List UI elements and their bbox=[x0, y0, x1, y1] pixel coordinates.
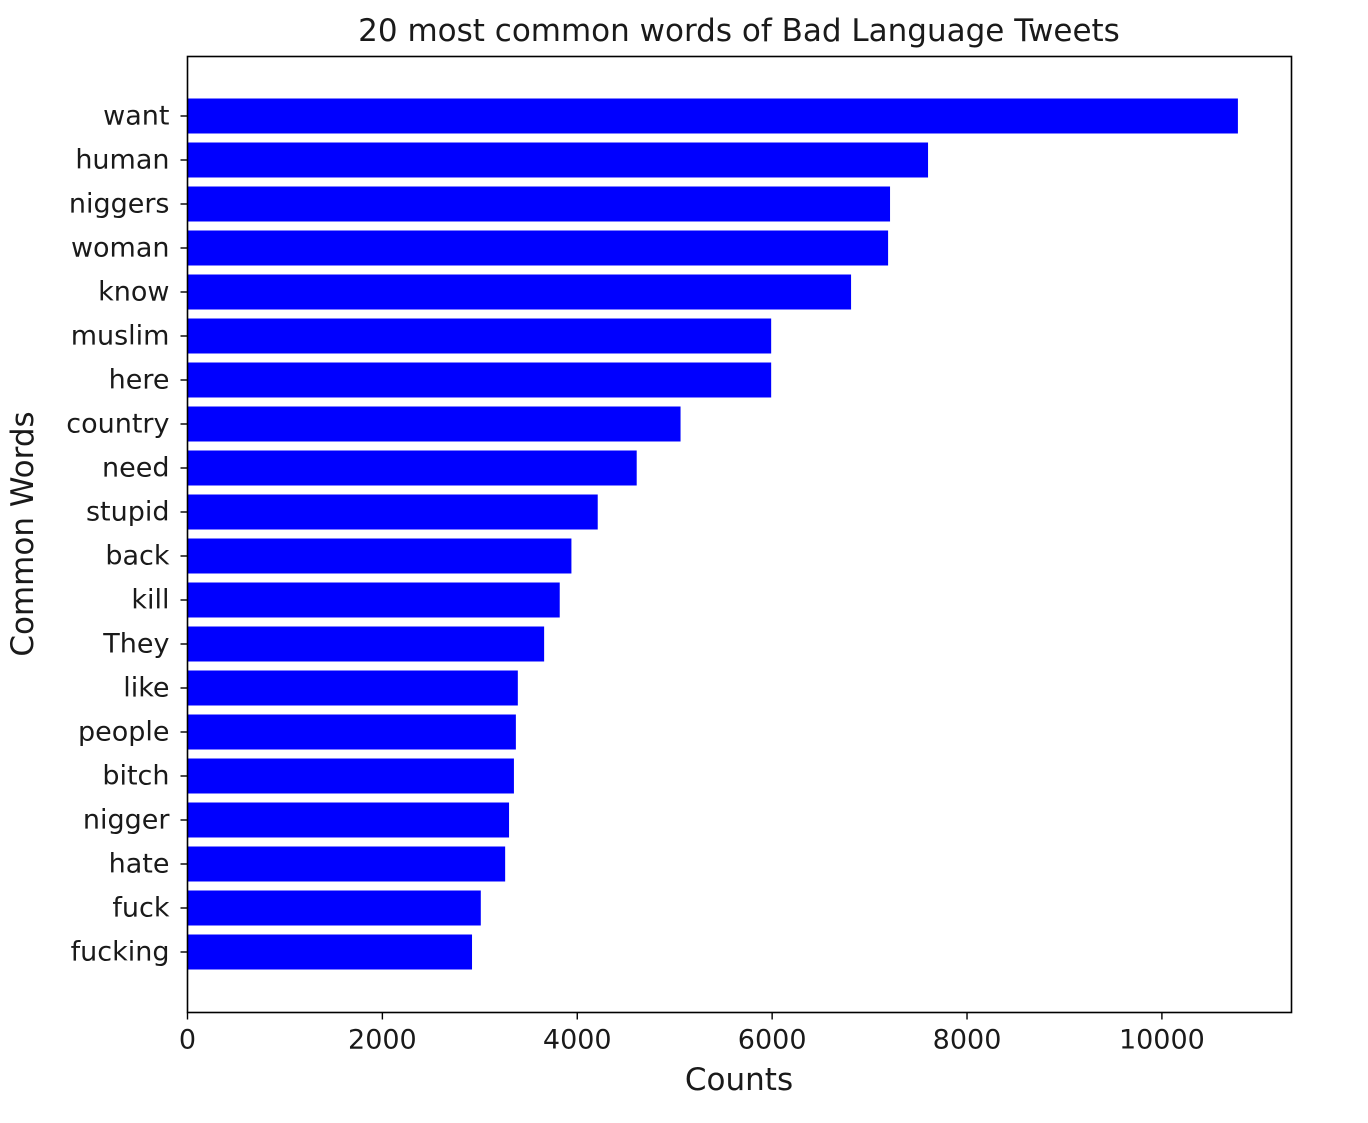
bar-want bbox=[187, 98, 1238, 134]
bar-country bbox=[187, 406, 681, 442]
x-axis-label: Counts bbox=[685, 1062, 793, 1098]
x-tick-label: 2000 bbox=[348, 1025, 417, 1056]
x-tick-label: 10000 bbox=[1119, 1025, 1205, 1056]
y-tick-label: stupid bbox=[86, 497, 170, 528]
bar-need bbox=[187, 450, 637, 486]
y-tick-label: muslim bbox=[71, 321, 170, 352]
y-tick-label: niggers bbox=[69, 189, 170, 220]
bar-like bbox=[187, 670, 518, 706]
bar-know bbox=[187, 274, 852, 310]
bar-people bbox=[187, 714, 516, 750]
bar-nigger bbox=[187, 802, 510, 838]
y-tick-label: country bbox=[66, 409, 169, 440]
y-tick-label: woman bbox=[71, 233, 170, 264]
y-tick-label: nigger bbox=[83, 805, 171, 836]
y-tick-label: They bbox=[102, 629, 169, 660]
y-tick-label: people bbox=[78, 717, 170, 748]
y-tick-label: hate bbox=[109, 849, 170, 880]
y-tick-label: want bbox=[103, 101, 169, 132]
y-tick-label: back bbox=[105, 541, 170, 572]
bar-human bbox=[187, 142, 929, 178]
y-axis: want human niggers woman know muslim here count… bbox=[66, 101, 188, 968]
y-tick-label: like bbox=[123, 673, 169, 704]
y-tick-label: fuck bbox=[112, 893, 169, 924]
bar-here bbox=[187, 362, 772, 398]
bar-fucking bbox=[187, 934, 473, 970]
y-tick-label: human bbox=[75, 145, 169, 176]
bars-group bbox=[187, 98, 1238, 970]
bar-niggers bbox=[187, 186, 891, 222]
y-tick-label: kill bbox=[131, 585, 169, 616]
y-axis-label: Common Words bbox=[5, 411, 41, 656]
x-tick-label: 6000 bbox=[738, 1025, 807, 1056]
y-tick-label: bitch bbox=[102, 761, 169, 792]
bar-bitch bbox=[187, 758, 514, 794]
bar-hate bbox=[187, 846, 506, 882]
plot-frame bbox=[186, 55, 1293, 1014]
x-tick-label: 4000 bbox=[543, 1025, 612, 1056]
bar-kill bbox=[187, 582, 560, 618]
y-tick-label: fucking bbox=[71, 937, 170, 968]
y-tick-label: need bbox=[102, 453, 169, 484]
bar-fuck bbox=[187, 890, 481, 926]
x-tick-label: 0 bbox=[179, 1025, 196, 1056]
y-tick-label: here bbox=[109, 365, 170, 396]
x-tick-label: 8000 bbox=[933, 1025, 1002, 1056]
chart-title: 20 most common words of Bad Language Twe… bbox=[358, 13, 1120, 49]
bar-they bbox=[187, 626, 545, 662]
bar-woman bbox=[187, 230, 889, 266]
bar-back bbox=[187, 538, 572, 574]
bar-stupid bbox=[187, 494, 598, 530]
y-tick-label: know bbox=[98, 277, 169, 308]
x-axis: 0 2000 4000 6000 8000 10000 bbox=[179, 1012, 1205, 1056]
bar-muslim bbox=[187, 318, 772, 354]
